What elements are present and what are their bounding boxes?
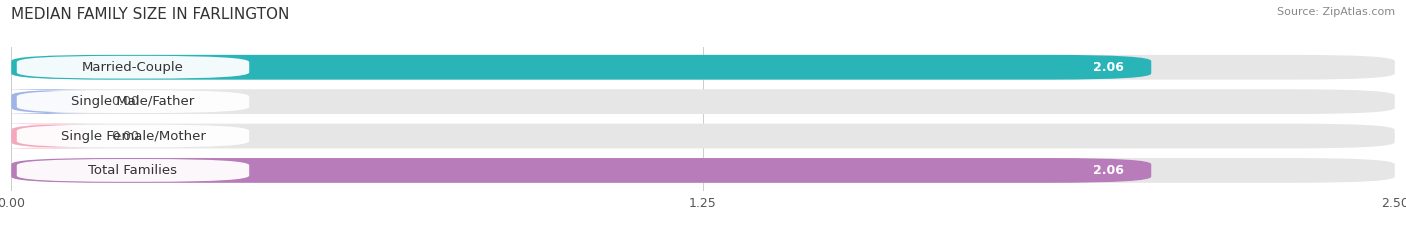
Text: Single Male/Father: Single Male/Father bbox=[72, 95, 194, 108]
FancyBboxPatch shape bbox=[11, 89, 1395, 114]
Text: Single Female/Mother: Single Female/Mother bbox=[60, 130, 205, 143]
FancyBboxPatch shape bbox=[11, 55, 1395, 80]
Text: 0.00: 0.00 bbox=[111, 130, 139, 143]
Text: Source: ZipAtlas.com: Source: ZipAtlas.com bbox=[1277, 7, 1395, 17]
Text: 2.06: 2.06 bbox=[1092, 164, 1123, 177]
FancyBboxPatch shape bbox=[11, 158, 1152, 183]
Text: Married-Couple: Married-Couple bbox=[82, 61, 184, 74]
Text: Total Families: Total Families bbox=[89, 164, 177, 177]
FancyBboxPatch shape bbox=[0, 124, 111, 148]
Text: 2.06: 2.06 bbox=[1092, 61, 1123, 74]
FancyBboxPatch shape bbox=[11, 55, 1152, 80]
FancyBboxPatch shape bbox=[17, 159, 249, 182]
FancyBboxPatch shape bbox=[17, 125, 249, 147]
Text: 0.00: 0.00 bbox=[111, 95, 139, 108]
FancyBboxPatch shape bbox=[11, 124, 1395, 148]
FancyBboxPatch shape bbox=[17, 56, 249, 79]
Text: MEDIAN FAMILY SIZE IN FARLINGTON: MEDIAN FAMILY SIZE IN FARLINGTON bbox=[11, 7, 290, 22]
FancyBboxPatch shape bbox=[17, 90, 249, 113]
FancyBboxPatch shape bbox=[0, 89, 111, 114]
FancyBboxPatch shape bbox=[11, 158, 1395, 183]
